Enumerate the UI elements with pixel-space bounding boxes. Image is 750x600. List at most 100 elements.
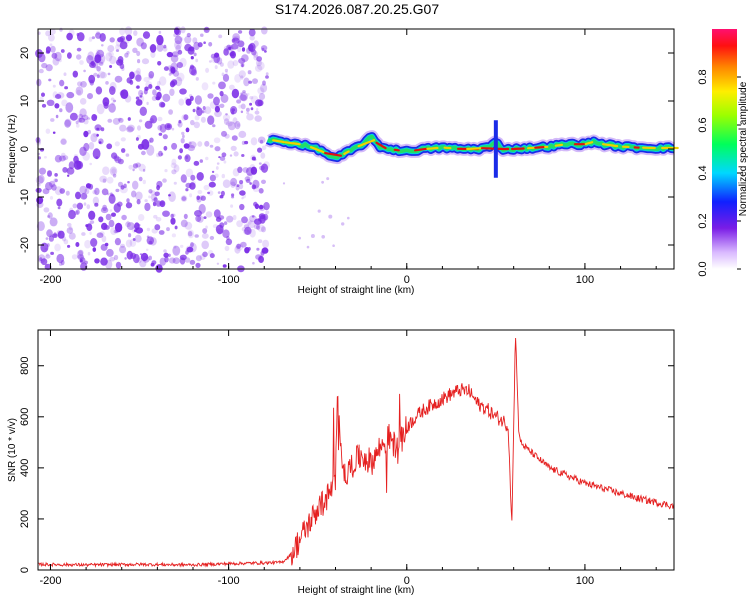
- noise-dot: [141, 58, 150, 65]
- noise-dot: [128, 233, 132, 238]
- noise-dot: [87, 251, 91, 256]
- noise-dot: [224, 245, 230, 252]
- noise-dot: [100, 257, 108, 266]
- noise-dot: [79, 108, 87, 118]
- noise-dot: [164, 169, 168, 173]
- noise-dot: [109, 86, 116, 95]
- noise-dot: [145, 248, 149, 251]
- ridge-core: [554, 143, 564, 147]
- noise-dot: [79, 254, 85, 261]
- noise-dot: [261, 26, 268, 35]
- noise-dot: [190, 56, 194, 60]
- ridge-core: [292, 142, 301, 146]
- noise-dot: [164, 123, 173, 131]
- noise-dot: [76, 47, 82, 52]
- noise-dot: [135, 227, 144, 234]
- noise-dot: [249, 228, 256, 238]
- noise-dot: [258, 162, 262, 165]
- noise-dot: [99, 33, 106, 42]
- noise-dot: [185, 98, 192, 106]
- noise-dot: [191, 69, 197, 76]
- noise-dot: [54, 154, 63, 163]
- noise-dot: [162, 210, 170, 217]
- noise-dot: [92, 190, 97, 195]
- noise-dot: [241, 47, 246, 52]
- noise-dot: [105, 213, 112, 221]
- noise-dot: [321, 235, 326, 239]
- noise-dot: [195, 255, 202, 262]
- noise-dot: [146, 144, 155, 156]
- noise-dot: [310, 234, 315, 238]
- noise-dot: [81, 192, 88, 200]
- noise-dot: [95, 86, 103, 95]
- noise-dot: [135, 86, 139, 89]
- snr-frame: [37, 329, 675, 571]
- noise-dot: [244, 226, 252, 235]
- noise-dot: [156, 184, 161, 191]
- y-tick-label: 0: [19, 146, 31, 152]
- noise-dot: [129, 238, 137, 247]
- noise-dot: [114, 156, 122, 164]
- noise-dot: [49, 196, 54, 200]
- noise-dot: [144, 199, 148, 203]
- noise-dot: [321, 180, 324, 184]
- noise-dot: [79, 185, 87, 194]
- noise-dot: [36, 137, 42, 145]
- noise-dot: [226, 44, 232, 50]
- noise-dot: [140, 42, 147, 50]
- noise-dot: [127, 124, 135, 132]
- noise-dot: [230, 181, 236, 188]
- noise-dot: [159, 200, 166, 208]
- noise-dot: [119, 90, 125, 96]
- snr-x-label: Height of straight line (km): [298, 585, 415, 596]
- noise-dot: [218, 81, 226, 90]
- noise-dot: [184, 154, 191, 163]
- noise-dot: [36, 221, 45, 232]
- colorbar-gradient: [712, 29, 737, 269]
- noise-dot: [248, 80, 253, 84]
- noise-dot: [155, 264, 163, 273]
- noise-dot: [115, 261, 122, 269]
- noise-dot: [126, 50, 130, 55]
- noise-dot: [183, 114, 189, 121]
- noise-dot: [245, 178, 251, 183]
- noise-dot: [172, 245, 181, 256]
- noise-dot: [265, 72, 269, 76]
- noise-dot: [52, 84, 56, 88]
- noise-dot: [326, 177, 330, 181]
- noise-dot: [76, 202, 83, 210]
- noise-dot: [86, 55, 94, 64]
- noise-dot: [180, 195, 188, 202]
- noise-dot: [94, 54, 102, 64]
- snr-plot-area: [38, 330, 674, 570]
- noise-dot: [249, 102, 253, 106]
- noise-dot: [162, 93, 171, 102]
- noise-dot: [83, 202, 87, 206]
- noise-dot: [247, 220, 256, 229]
- noise-dot: [79, 146, 87, 156]
- noise-dot: [244, 140, 249, 145]
- noise-dot: [163, 66, 169, 71]
- noise-dot: [54, 173, 58, 177]
- snr-y-ticks: 0 200 400 600 800: [19, 357, 674, 573]
- ridge-core: [510, 147, 525, 151]
- noise-dot: [209, 235, 215, 240]
- noise-dot: [64, 86, 68, 90]
- noise-dot: [173, 245, 177, 249]
- noise-dot: [68, 161, 75, 170]
- noise-dot: [98, 141, 102, 144]
- noise-dot: [114, 75, 123, 83]
- noise-dot: [100, 207, 109, 214]
- ridge-core: [584, 141, 594, 146]
- noise-dot: [250, 137, 258, 146]
- noise-dot: [146, 101, 149, 106]
- noise-dot: [163, 252, 169, 258]
- noise-dot: [231, 135, 238, 141]
- noise-dot: [149, 44, 157, 53]
- noise-dot: [208, 249, 214, 256]
- noise-dot: [134, 234, 142, 243]
- noise-dot: [120, 89, 129, 99]
- noise-dot: [180, 37, 184, 41]
